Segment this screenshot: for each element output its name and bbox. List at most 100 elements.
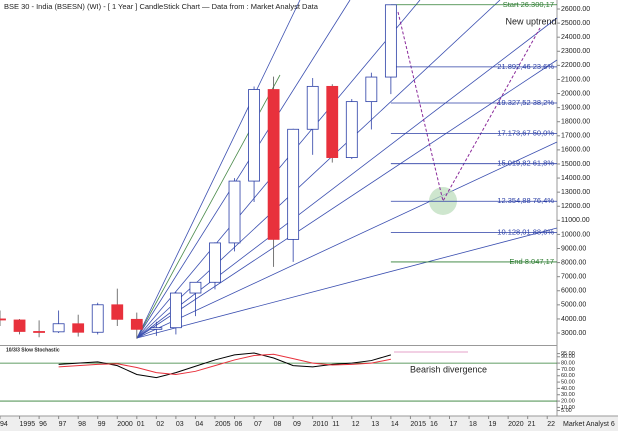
- indicator-line: [58, 353, 391, 375]
- candle-body: [72, 323, 85, 333]
- y-tick-label: 19000.00: [561, 104, 590, 111]
- x-tick-label: 09: [293, 421, 301, 428]
- y-tick-label: 23000.00: [561, 48, 590, 55]
- candle-body: [345, 101, 358, 158]
- y-tick-label: 5.00: [561, 408, 572, 414]
- y-tick-label: 50.00: [561, 380, 575, 386]
- x-axis-band: [0, 416, 618, 431]
- y-tick-label: 16000.00: [561, 147, 590, 154]
- fan-line: [136, 0, 501, 339]
- y-tick-label: 60.00: [561, 373, 575, 379]
- candle-body: [287, 128, 300, 240]
- fan-line: [136, 0, 351, 339]
- annotation: New uptrend: [505, 16, 556, 26]
- candle-body: [33, 331, 45, 333]
- y-tick-label: 14000.00: [561, 175, 590, 182]
- footer: Market Analyst 6: [563, 421, 615, 428]
- y-tick-label: 18000.00: [561, 119, 590, 126]
- candle-body: [52, 323, 65, 333]
- x-tick-label: 1995: [20, 421, 36, 428]
- y-tick-label: 90.00: [561, 354, 575, 360]
- indicator-title: 10/3/3 Slow Stochastic: [6, 347, 60, 353]
- x-tick-label: 2015: [410, 421, 426, 428]
- y-tick-label: 4000.00: [561, 316, 586, 323]
- x-tick-label: 08: [274, 421, 282, 428]
- x-tick-label: 14: [391, 421, 399, 428]
- y-tick-label: 80.00: [561, 361, 575, 367]
- fan-line: [136, 17, 558, 339]
- y-tick-label: 30.00: [561, 392, 575, 398]
- candle-body: [0, 318, 6, 321]
- fib-label: 10.128,01 88,6%: [497, 228, 554, 237]
- x-tick-label: 13: [371, 421, 379, 428]
- x-tick-label: 18: [469, 421, 477, 428]
- y-tick-label: 3000.00: [561, 330, 586, 337]
- candle-body: [91, 304, 104, 333]
- fib-label: 21.892,46 23,6%: [497, 62, 554, 71]
- y-tick-label: 21000.00: [561, 76, 590, 83]
- x-tick-label: 07: [254, 421, 262, 428]
- fib-label: 17.173,67 50,0%: [497, 128, 554, 137]
- x-tick-label: 2020: [508, 421, 524, 428]
- x-tick-label: 98: [78, 421, 86, 428]
- x-tick-label: 99: [98, 421, 106, 428]
- y-tick-label: 12000.00: [561, 203, 590, 210]
- candle-body: [169, 292, 182, 329]
- candle-body: [13, 319, 26, 332]
- x-tick-label: 02: [156, 421, 164, 428]
- y-tick-label: 40.00: [561, 386, 575, 392]
- y-tick-label: 26000.00: [561, 6, 590, 13]
- gann-fan: [136, 0, 558, 339]
- fan-line: [136, 141, 558, 339]
- y-tick-label: 10000.00: [561, 231, 590, 238]
- y-tick-label: 24000.00: [561, 34, 590, 41]
- x-tick-label: 97: [59, 421, 67, 428]
- candle-body: [209, 242, 221, 283]
- fan-line: [136, 0, 301, 339]
- x-tick-label: 96: [39, 421, 47, 428]
- y-tick-label: 5000.00: [561, 302, 586, 309]
- projection-path: [397, 11, 541, 203]
- x-tick-label: 06: [235, 421, 243, 428]
- y-tick-label: 20000.00: [561, 90, 590, 97]
- y-tick-label: 10.00: [561, 405, 575, 411]
- x-tick-label: 2010: [313, 421, 329, 428]
- candle-body: [365, 76, 378, 103]
- chart-title: BSE 30 - India (BSESN) (WI) - [ 1 Year ]…: [4, 2, 319, 11]
- y-tick-label: 25000.00: [561, 20, 590, 27]
- x-tick-label: 01: [137, 421, 145, 428]
- candle-body: [326, 85, 339, 158]
- candle-body: [384, 4, 397, 78]
- y-tick-label: 15000.00: [561, 161, 590, 168]
- y-tick-label: 17000.00: [561, 133, 590, 140]
- x-tick-label: 94: [0, 421, 8, 428]
- y-tick-label: 6000.00: [561, 288, 586, 295]
- y-tick-label: 13000.00: [561, 189, 590, 196]
- x-tick-label: 2000: [117, 421, 133, 428]
- x-tick-label: 03: [176, 421, 184, 428]
- x-tick-label: 2005: [215, 421, 231, 428]
- candle-body: [248, 89, 260, 182]
- x-tick-label: 22: [547, 421, 555, 428]
- candle-body: [228, 180, 241, 244]
- y-tick-label: 95.00: [561, 351, 575, 357]
- candle-body: [150, 327, 163, 330]
- candle-body: [130, 318, 143, 330]
- x-tick-label: 11: [332, 421, 339, 428]
- fib-label: End 8.047,17: [509, 257, 554, 266]
- y-tick-label: 70.00: [561, 367, 575, 373]
- y-tick-label: 22000.00: [561, 62, 590, 69]
- x-tick-label: 17: [450, 421, 458, 428]
- y-tick-label: 7000.00: [561, 274, 586, 281]
- y-tick-label: 8000.00: [561, 259, 586, 266]
- indicator-line: [58, 352, 392, 379]
- fib-label: Start 26.300,17: [503, 0, 554, 9]
- annotation: Bearish divergence: [410, 364, 487, 374]
- candle-body: [306, 85, 319, 130]
- candle-body: [267, 89, 280, 240]
- y-tick-label: 11000.00: [561, 217, 590, 224]
- x-tick-label: 12: [352, 421, 360, 428]
- fib-label: 12.354,88 76,4%: [497, 196, 554, 205]
